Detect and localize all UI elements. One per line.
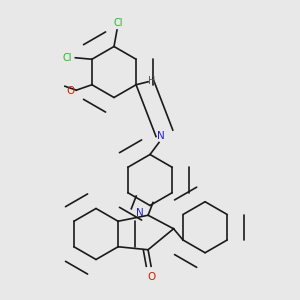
Text: N: N	[136, 208, 143, 218]
Text: Cl: Cl	[63, 53, 72, 63]
Text: O: O	[147, 272, 155, 282]
Text: N: N	[157, 131, 164, 141]
Text: Cl: Cl	[114, 18, 123, 28]
Text: O: O	[66, 86, 74, 96]
Text: H: H	[148, 76, 155, 86]
